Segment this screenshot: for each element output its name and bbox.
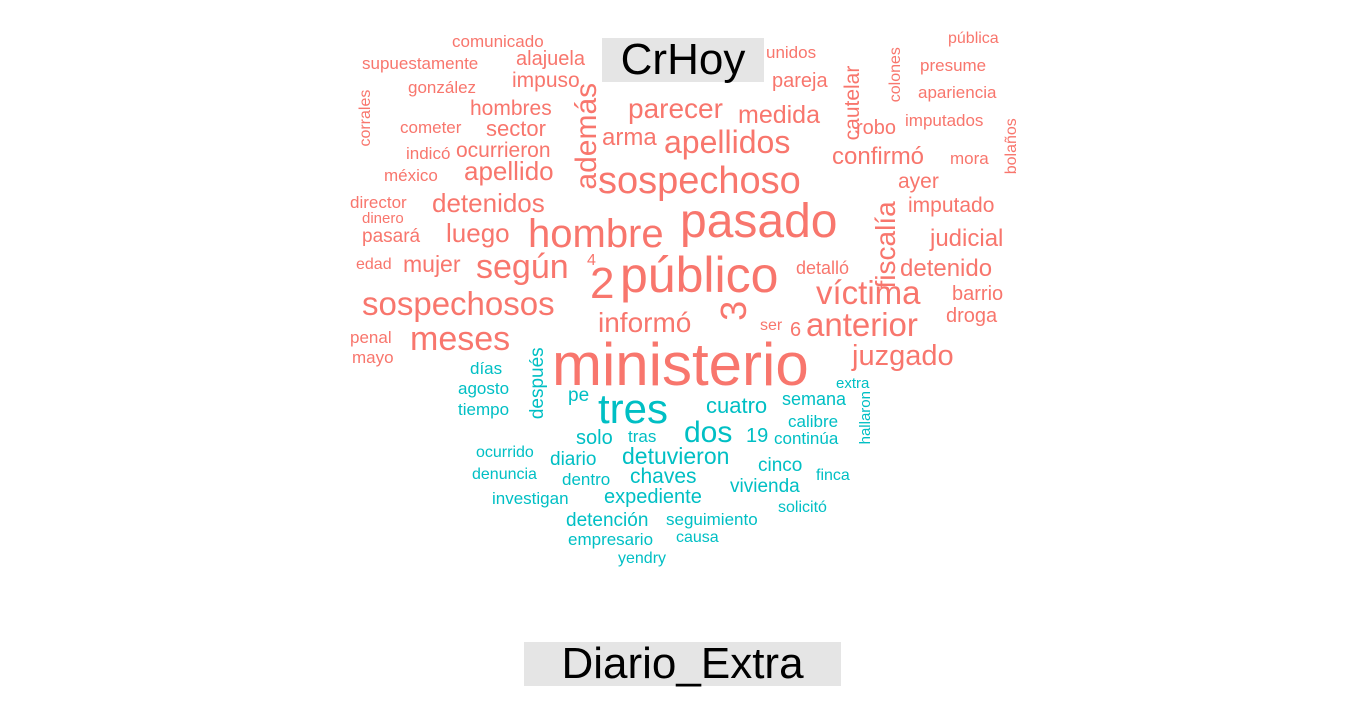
cloud-word: extra	[836, 375, 870, 392]
cloud-word: presume	[920, 56, 987, 75]
cloud-word: indicó	[406, 144, 451, 163]
cloud-word: apariencia	[918, 83, 997, 102]
cloud-word: edad	[356, 256, 392, 273]
cloud-word: parecer	[628, 93, 723, 124]
cloud-word: sospechoso	[598, 160, 801, 202]
cloud-word: meses	[410, 320, 511, 358]
cloud-word: supuestamente	[362, 54, 479, 73]
cloud-word: denuncia	[472, 466, 537, 483]
cloud-word: hombres	[470, 97, 552, 120]
cloud-word: confirmó	[832, 143, 925, 170]
cloud-word: medida	[738, 101, 820, 129]
cloud-word: ministerio	[552, 331, 809, 398]
cloud-word: alajuela	[516, 48, 585, 70]
cloud-word: finca	[816, 467, 850, 484]
cloud-word: apellidos	[664, 124, 791, 160]
cloud-word: tras	[628, 427, 657, 446]
cloud-word: solo	[576, 427, 613, 449]
cloud-word: arma	[602, 124, 657, 151]
cloud-word: después	[527, 347, 548, 420]
cloud-word: 19	[746, 425, 769, 447]
cloud-word: cometer	[400, 118, 462, 137]
cloud-word: informó	[598, 307, 692, 338]
cloud-word: judicial	[930, 225, 1004, 252]
cloud-word: sector	[486, 116, 546, 141]
cloud-word: agosto	[458, 379, 510, 398]
group-label-crhoy: CrHoy	[602, 38, 764, 82]
cloud-word: bolaños	[1003, 118, 1020, 175]
cloud-word: detenidos	[432, 188, 545, 218]
cloud-word: ayer	[898, 170, 939, 193]
cloud-word: causa	[676, 529, 719, 546]
cloud-word: barrio	[952, 283, 1004, 305]
cloud-word: hombre	[528, 212, 664, 256]
cloud-word: ser	[760, 317, 783, 334]
cloud-word: unidos	[766, 43, 817, 62]
cloud-word: detenido	[900, 255, 993, 282]
cloud-word: diario	[550, 449, 597, 470]
cloud-word: según	[476, 248, 569, 286]
cloud-word: pareja	[772, 70, 828, 92]
cloud-word: 3	[713, 300, 754, 321]
cloud-word: fiscalía	[870, 201, 901, 289]
cloud-word: imputado	[908, 194, 995, 217]
cloud-word: dos	[684, 416, 733, 449]
cloud-word: 6	[790, 319, 802, 341]
cloud-word: comunicado	[452, 32, 544, 51]
cloud-word: vivienda	[730, 476, 800, 497]
group-label-diario-extra: Diario_Extra	[524, 642, 841, 686]
cloud-word: hallaron	[857, 391, 874, 445]
cloud-word: méxico	[384, 166, 438, 185]
cloud-word: detalló	[796, 258, 850, 278]
cloud-word: cinco	[758, 455, 803, 476]
cloud-word: público	[620, 247, 779, 303]
cloud-word: mujer	[403, 251, 461, 277]
cloud-word: droga	[946, 305, 998, 327]
cloud-word: semana	[782, 389, 847, 409]
cloud-word: sospechosos	[362, 285, 555, 322]
cloud-word: ocurrido	[476, 444, 534, 461]
cloud-word: expediente	[604, 486, 702, 508]
cloud-word: robo	[856, 117, 897, 139]
cloud-word: ocurrieron	[456, 139, 551, 162]
cloud-word: días	[470, 359, 503, 378]
cloud-word: detención	[566, 510, 649, 531]
cloud-word: detuvieron	[622, 443, 730, 469]
cloud-word: pasado	[680, 195, 838, 248]
cloud-word: imputados	[905, 111, 984, 130]
cloud-word: víctima	[816, 274, 921, 311]
cloud-word: tres	[598, 385, 669, 432]
cloud-word: yendry	[618, 550, 667, 567]
cloud-word: además	[570, 82, 603, 190]
cloud-word: corrales	[357, 89, 374, 147]
cloud-word: colones	[887, 47, 904, 103]
cloud-word: director	[350, 193, 407, 212]
cloud-word: dentro	[562, 470, 611, 489]
cloud-word: 4	[587, 252, 596, 269]
cloud-word: impuso	[512, 69, 580, 92]
cloud-word: dinero	[362, 210, 404, 227]
cloud-word: empresario	[568, 530, 654, 549]
cloud-word: pe	[568, 385, 590, 406]
cloud-word: cuatro	[706, 393, 768, 418]
cloud-word: calibre	[788, 412, 839, 431]
cloud-word: chaves	[630, 465, 697, 488]
cloud-word: penal	[350, 328, 392, 347]
cloud-word: mayo	[352, 348, 394, 367]
cloud-word: tiempo	[458, 400, 510, 419]
cloud-word: continúa	[774, 429, 839, 448]
cloud-word: apellido	[464, 156, 554, 186]
cloud-word: pública	[948, 30, 999, 47]
cloud-word: solicitó	[778, 499, 827, 516]
cloud-word: investigan	[492, 489, 569, 508]
cloud-word: pasará	[362, 226, 421, 247]
cloud-word: luego	[446, 218, 510, 248]
cloud-word: seguimiento	[666, 510, 758, 529]
cloud-word: gonzález	[408, 78, 477, 97]
cloud-word: mora	[950, 149, 989, 168]
cloud-word: juzgado	[852, 340, 954, 372]
cloud-word: 2	[590, 259, 615, 308]
cloud-word: anterior	[806, 306, 918, 343]
